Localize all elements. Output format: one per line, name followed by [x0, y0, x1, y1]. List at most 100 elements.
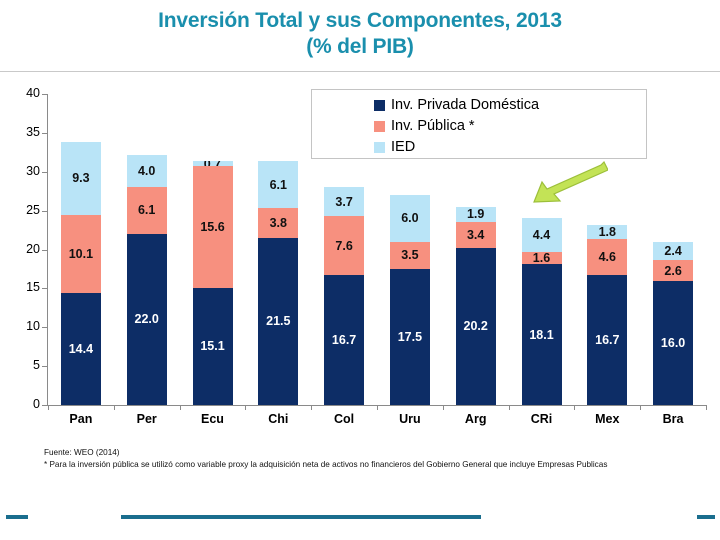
bar-segment[interactable]: 20.2 — [455, 247, 496, 405]
bar-segment[interactable]: 3.8 — [258, 208, 299, 238]
bar-value-label: 3.7 — [335, 194, 353, 209]
bar-value-label: 15.1 — [200, 339, 225, 354]
x-axis-tick-mark — [377, 405, 378, 410]
y-axis-tick-mark — [42, 366, 47, 368]
chart-legend: Inv. Privada Doméstica Inv. Pública * IED — [311, 89, 647, 159]
bar-value-label: 7.6 — [335, 238, 353, 253]
bar-segment[interactable]: 2.6 — [653, 260, 694, 281]
y-axis-tick-label: 20 — [26, 241, 40, 256]
x-axis-tick-mark — [245, 405, 247, 410]
x-axis-tick-label: Ecu — [201, 412, 224, 426]
bar-segment[interactable]: 2.4 — [653, 241, 694, 261]
bar-segment[interactable]: 6.1 — [126, 186, 167, 234]
x-axis-tick-mark — [442, 405, 444, 410]
x-axis-tick-label: Bra — [662, 412, 684, 426]
bar-group-mex[interactable]: 16.7 4.6 1.8 — [587, 94, 628, 405]
bar-segment[interactable]: 15.1 — [192, 287, 233, 405]
legend-swatch-icon — [374, 99, 385, 111]
footer-rule-right — [697, 515, 715, 519]
x-axis-tick-label: Col — [334, 412, 355, 426]
bar-group-per[interactable]: 22.0 6.1 4.0 — [126, 94, 167, 405]
y-axis-tick-label: 35 — [26, 124, 40, 139]
bar-segment[interactable]: 21.5 — [258, 237, 299, 405]
bar-segment[interactable]: 3.5 — [389, 241, 430, 269]
bar-segment[interactable]: 4.6 — [587, 239, 628, 276]
bar-value-label: 16.0 — [660, 335, 686, 350]
bar-segment[interactable]: 1.9 — [455, 206, 496, 222]
bar-segment[interactable]: 16.7 — [587, 275, 628, 405]
bar-segment[interactable]: 16.0 — [653, 280, 694, 405]
legend-item-2[interactable]: IED — [374, 137, 646, 157]
bar-segment[interactable]: 3.4 — [455, 221, 496, 248]
bar-group-arg[interactable]: 20.2 3.4 1.9 — [455, 94, 496, 405]
bar-group-cri[interactable]: 18.1 1.6 4.4 — [521, 94, 562, 405]
x-axis-tick-label: Mex — [595, 412, 620, 426]
bar-value-label: 14.4 — [68, 342, 94, 357]
x-axis-tick-label: CRi — [530, 412, 553, 426]
bar-segment[interactable]: 4.0 — [126, 155, 167, 187]
bar-segment[interactable]: 0.7 — [192, 160, 233, 167]
footnote-note: * Para la inversión pública se utilizó c… — [44, 459, 608, 469]
legend-item-0[interactable]: Inv. Privada Doméstica — [374, 95, 646, 115]
bar-value-label: 6.0 — [401, 211, 419, 226]
bar-value-label: 1.8 — [598, 225, 616, 240]
bar-value-label: 4.0 — [137, 163, 156, 178]
bar-segment[interactable]: 16.7 — [324, 275, 365, 405]
footer-rule-left — [6, 515, 28, 519]
bar-value-label: 4.6 — [598, 250, 616, 265]
bar-segment[interactable]: 1.6 — [521, 251, 562, 265]
bar-segment[interactable]: 7.6 — [324, 216, 365, 276]
bar-segment[interactable]: 14.4 — [60, 293, 101, 405]
bar-value-label: 3.4 — [466, 227, 485, 242]
bar-group-ecu[interactable]: 15.1 15.6 0.7 — [192, 94, 233, 405]
bar-value-label: 9.3 — [72, 171, 90, 186]
x-axis-tick-mark — [48, 405, 49, 410]
bar-segment[interactable]: 10.1 — [60, 214, 101, 294]
bar-segment[interactable]: 1.8 — [587, 225, 628, 240]
legend-label: Inv. Privada Doméstica — [391, 97, 540, 113]
bar-value-label: 6.1 — [269, 177, 287, 192]
bar-value-label: 1.6 — [532, 251, 551, 265]
x-axis-tick-mark — [113, 405, 115, 410]
bar-segment[interactable]: 6.0 — [389, 195, 430, 242]
bar-segment[interactable]: 17.5 — [389, 268, 430, 405]
x-axis-tick-mark — [574, 405, 576, 410]
bar-segment[interactable]: 9.3 — [60, 142, 101, 215]
bar-segment[interactable]: 18.1 — [521, 264, 562, 405]
bar-group-bra[interactable]: 16.0 2.6 2.4 — [653, 94, 694, 405]
bar-group-pan[interactable]: 14.4 10.1 9.3 — [60, 94, 101, 405]
x-axis-tick-mark — [508, 405, 510, 410]
x-axis-tick-label: Pan — [69, 412, 93, 426]
bar-value-label: 3.5 — [401, 248, 419, 263]
x-axis-tick-mark — [311, 405, 313, 410]
y-axis-tick-mark — [42, 327, 47, 329]
legend-item-1[interactable]: Inv. Pública * — [374, 116, 646, 136]
plot-area: 14.4 10.1 9.3 22.0 6.1 4.0 15.1 15.6 0.7 21.5 3.8 6… — [48, 94, 706, 405]
y-axis-tick-label: 40 — [26, 86, 40, 100]
bar-group-uru[interactable]: 17.5 3.5 6.0 — [389, 94, 430, 405]
bar-value-label: 15.6 — [200, 219, 225, 234]
bar-segment[interactable]: 4.4 — [521, 217, 562, 252]
bar-segment[interactable]: 6.1 — [258, 160, 299, 209]
bar-segment[interactable]: 3.7 — [324, 187, 365, 217]
y-axis-tick-label: 25 — [26, 202, 40, 217]
bar-segment[interactable]: 15.6 — [192, 166, 233, 288]
bar-segment[interactable]: 22.0 — [126, 233, 167, 405]
bar-value-label: 6.1 — [137, 203, 156, 218]
footnote-source: Fuente: WEO (2014) — [44, 448, 120, 457]
legend-label: Inv. Pública * — [391, 118, 475, 134]
y-axis-tick-mark — [42, 210, 47, 212]
legend-label: IED — [391, 139, 416, 155]
legend-swatch-icon — [374, 120, 385, 132]
y-axis-line — [47, 94, 48, 406]
y-axis-tick-label: 15 — [26, 280, 40, 295]
x-axis-tick-label: Arg — [464, 412, 487, 426]
bar-group-col[interactable]: 16.7 7.6 3.7 — [324, 94, 365, 405]
bar-value-label: 17.5 — [397, 329, 423, 344]
bar-value-label: 20.2 — [463, 319, 488, 334]
bar-group-chi[interactable]: 21.5 3.8 6.1 — [258, 94, 299, 405]
y-axis-tick-mark — [42, 171, 47, 173]
y-axis-tick-mark — [42, 94, 47, 95]
footer-rule-middle — [121, 515, 481, 519]
